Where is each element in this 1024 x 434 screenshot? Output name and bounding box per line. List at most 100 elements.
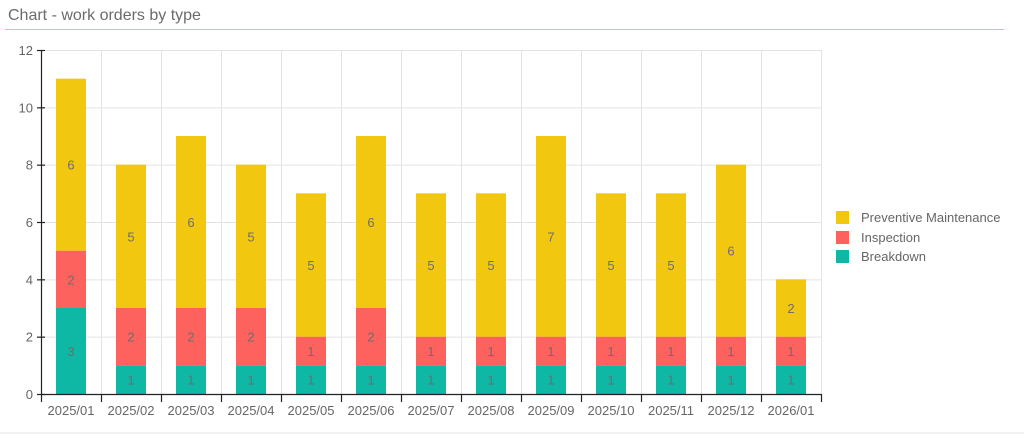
bar-segment-preventive-maintenance[interactable] — [116, 164, 146, 308]
bar-value-label: 5 — [607, 258, 614, 273]
bar-value-label: 7 — [547, 229, 554, 244]
bar-segment-inspection[interactable] — [596, 336, 626, 366]
bar-value-label: 1 — [487, 344, 494, 359]
legend-swatch-icon — [836, 211, 849, 225]
x-tick-label: 2025/12 — [708, 403, 755, 418]
x-tick-label: 2025/03 — [168, 403, 215, 418]
bar-segment-preventive-maintenance[interactable] — [176, 136, 206, 308]
bar-segment-preventive-maintenance[interactable] — [536, 136, 566, 337]
chart-title: Chart - work orders by type — [8, 7, 201, 24]
bar-value-label: 1 — [727, 344, 734, 359]
bar-value-label: 1 — [727, 373, 734, 388]
bar-segment-inspection[interactable] — [656, 336, 686, 366]
bar-value-label: 2 — [787, 301, 794, 316]
legend-item-preventive-maintenance[interactable]: Preventive Maintenance — [836, 208, 1000, 228]
bar-value-label: 1 — [547, 344, 554, 359]
bar-stack-2025-01[interactable]: 3 2 6 — [56, 78, 86, 394]
bar-segment-preventive-maintenance[interactable] — [476, 193, 506, 337]
x-tick-label: 2025/05 — [288, 403, 335, 418]
bar-stack-2025-05[interactable]: 1 1 5 — [296, 193, 326, 394]
bar-segment-preventive-maintenance[interactable] — [716, 164, 746, 337]
bar-stack-2025-09[interactable]: 1 1 7 — [536, 136, 566, 394]
bar-segment-preventive-maintenance[interactable] — [656, 193, 686, 337]
bar-segment-inspection[interactable] — [536, 336, 566, 366]
bar-value-label: 1 — [307, 373, 314, 388]
y-tick-label: 8 — [26, 158, 33, 173]
x-tick-label: 2025/01 — [48, 403, 95, 418]
bar-value-label: 6 — [367, 215, 374, 230]
bar-value-label: 1 — [427, 344, 434, 359]
x-tick-label: 2025/09 — [528, 403, 575, 418]
bar-segment-breakdown[interactable] — [56, 308, 86, 394]
bar-value-label: 1 — [667, 344, 674, 359]
bar-stack-2025-04[interactable]: 1 2 5 — [236, 164, 266, 394]
legend-label: Preventive Maintenance — [861, 210, 1001, 226]
bar-stack-2026-01[interactable]: 1 1 2 — [776, 279, 806, 394]
bar-segment-inspection[interactable] — [56, 250, 86, 308]
bar-value-label: 3 — [67, 344, 74, 359]
bar-segment-preventive-maintenance[interactable] — [596, 193, 626, 337]
y-tick-label: 12 — [19, 43, 33, 58]
bar-value-label: 1 — [247, 373, 254, 388]
legend-swatch-icon — [836, 230, 849, 244]
bar-segment-breakdown[interactable] — [296, 365, 326, 394]
bar-segment-breakdown[interactable] — [356, 365, 386, 394]
bar-segment-preventive-maintenance[interactable] — [776, 279, 806, 337]
bar-segment-preventive-maintenance[interactable] — [416, 193, 446, 337]
legend-item-inspection[interactable]: Inspection — [836, 228, 1000, 248]
bar-segment-inspection[interactable] — [416, 336, 446, 366]
bar-segment-inspection[interactable] — [776, 336, 806, 366]
bar-stack-2025-07[interactable]: 1 1 5 — [416, 193, 446, 394]
bar-value-label: 1 — [187, 373, 194, 388]
bar-value-label: 1 — [487, 373, 494, 388]
bar-stack-2025-03[interactable]: 1 2 6 — [176, 136, 206, 394]
bar-segment-breakdown[interactable] — [596, 365, 626, 394]
bar-segment-inspection[interactable] — [476, 336, 506, 366]
bar-stack-2025-08[interactable]: 1 1 5 — [476, 193, 506, 394]
bar-value-label: 2 — [187, 330, 194, 345]
bar-segment-inspection[interactable] — [116, 308, 146, 366]
bar-segment-breakdown[interactable] — [416, 365, 446, 394]
bar-value-label: 6 — [727, 244, 734, 259]
bar-stack-2025-10[interactable]: 1 1 5 — [596, 193, 626, 394]
bar-stack-2025-06[interactable]: 1 2 6 — [356, 136, 386, 394]
bar-segment-preventive-maintenance[interactable] — [296, 193, 326, 337]
bar-segment-preventive-maintenance[interactable] — [236, 164, 266, 308]
bar-segment-breakdown[interactable] — [776, 365, 806, 394]
bar-segment-inspection[interactable] — [236, 308, 266, 366]
bar-segment-preventive-maintenance[interactable] — [356, 136, 386, 308]
x-tick-label: 2025/11 — [648, 403, 694, 418]
bar-segment-inspection[interactable] — [176, 308, 206, 366]
bar-segment-breakdown[interactable] — [116, 365, 146, 394]
bar-stack-2025-02[interactable]: 1 2 5 — [116, 164, 146, 394]
y-tick-label: 4 — [26, 272, 33, 287]
bar-value-label: 1 — [127, 373, 134, 388]
bar-stack-2025-11[interactable]: 1 1 5 — [656, 193, 686, 394]
bar-segment-inspection[interactable] — [296, 336, 326, 366]
bar-segment-breakdown[interactable] — [656, 365, 686, 394]
bar-segment-breakdown[interactable] — [176, 365, 206, 394]
bar-value-label: 5 — [307, 258, 314, 273]
bar-segment-inspection[interactable] — [716, 336, 746, 366]
bar-segment-breakdown[interactable] — [476, 365, 506, 394]
bar-segment-breakdown[interactable] — [716, 365, 746, 394]
bar-stack-2025-12[interactable]: 1 1 6 — [716, 164, 746, 394]
bar-segment-preventive-maintenance[interactable] — [56, 78, 86, 251]
legend-label: Inspection — [861, 229, 921, 245]
bar-value-label: 5 — [127, 229, 134, 244]
x-tick-label: 2025/10 — [588, 403, 635, 418]
legend-item-breakdown[interactable]: Breakdown — [836, 247, 1000, 267]
bar-segment-breakdown[interactable] — [236, 365, 266, 394]
legend-label: Breakdown — [861, 249, 927, 265]
bar-value-label: 1 — [307, 344, 314, 359]
bar-value-label: 1 — [787, 373, 794, 388]
chart-legend: Preventive Maintenance Inspection Breakdow… — [836, 208, 1000, 267]
y-tick-label: 2 — [26, 330, 33, 345]
bar-value-label: 1 — [607, 373, 614, 388]
bar-segment-breakdown[interactable] — [536, 365, 566, 394]
bar-value-label: 5 — [487, 258, 494, 273]
bar-segment-inspection[interactable] — [356, 308, 386, 366]
bottom-divider — [0, 432, 1024, 434]
